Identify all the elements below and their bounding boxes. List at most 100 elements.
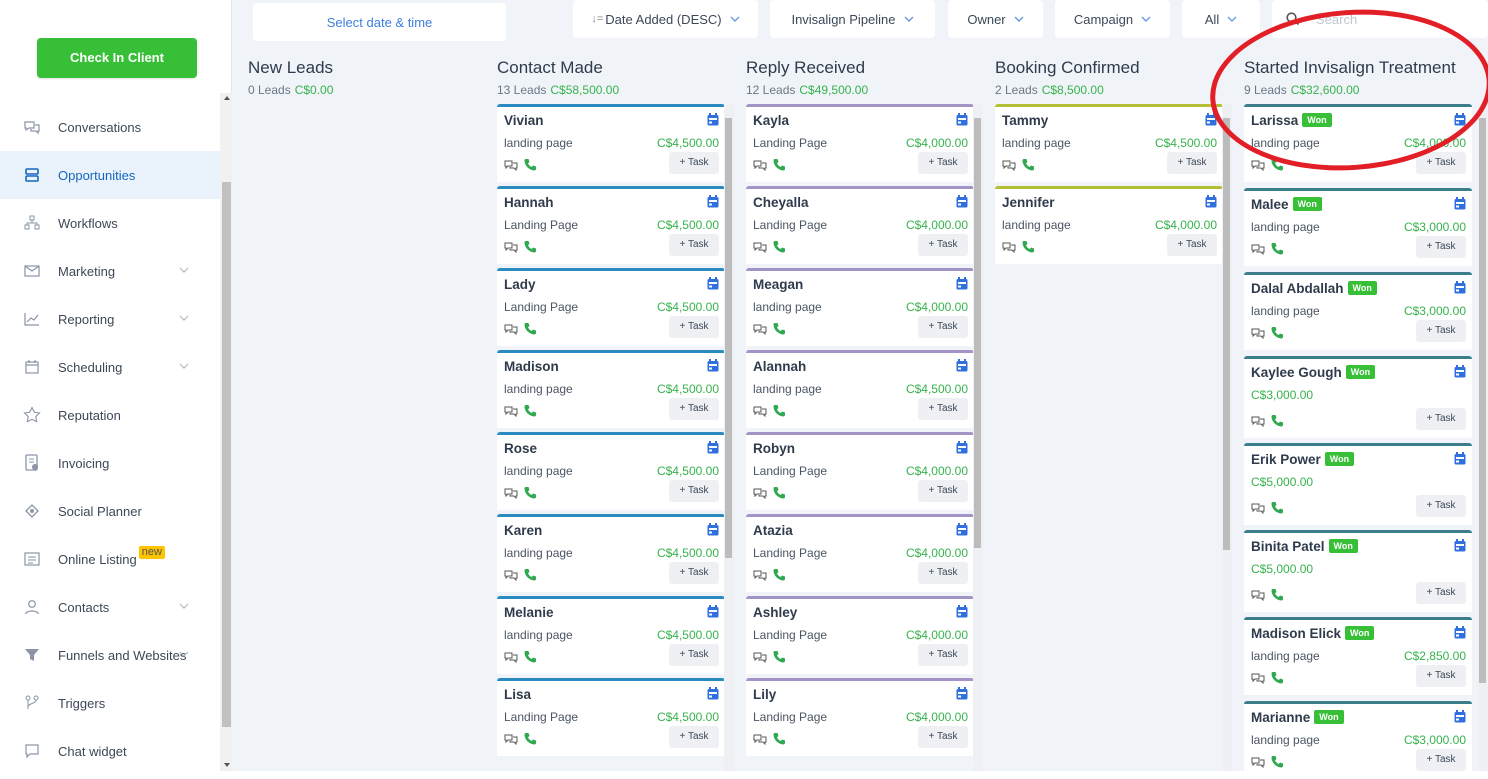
add-task-button[interactable]: + Task [1416,495,1466,517]
search-input[interactable]: Search [1272,0,1488,38]
conversation-icon[interactable] [753,158,767,176]
add-task-button[interactable]: + Task [669,726,719,748]
calendar-icon[interactable] [956,605,968,618]
conversation-icon[interactable] [753,322,767,340]
sidebar-item-contacts[interactable]: Contacts [0,583,220,631]
opportunity-card[interactable]: Robyn Landing Page C$4,000.00 + Task [746,432,974,510]
status-dropdown[interactable]: All [1182,0,1260,38]
calendar-icon[interactable] [1205,195,1217,208]
conversation-icon[interactable] [504,568,518,586]
sidebar-scroll-thumb[interactable] [222,182,231,727]
opportunity-card[interactable]: Karen landing page C$4,500.00 + Task [497,514,725,592]
phone-icon[interactable] [1271,755,1283,773]
opportunity-card[interactable]: Ashley Landing Page C$4,000.00 + Task [746,596,974,674]
phone-icon[interactable] [1271,588,1283,606]
calendar-icon[interactable] [1454,365,1466,378]
opportunity-card[interactable]: Malee Won landing page C$3,000.00 + Task [1244,188,1472,266]
opportunity-card[interactable]: Cheyalla Landing Page C$4,000.00 + Task [746,186,974,264]
add-task-button[interactable]: + Task [918,234,968,256]
phone-icon[interactable] [1271,158,1283,176]
opportunity-card[interactable]: Lisa Landing Page C$4,500.00 + Task [497,678,725,756]
phone-icon[interactable] [773,322,785,340]
phone-icon[interactable] [524,732,536,750]
opportunity-card[interactable]: Kaylee Gough Won C$3,000.00 + Task [1244,356,1472,438]
conversation-icon[interactable] [504,732,518,750]
date-time-picker[interactable]: Select date & time [253,3,506,41]
opportunity-card[interactable]: Kayla Landing Page C$4,000.00 + Task [746,104,974,182]
add-task-button[interactable]: + Task [1416,320,1466,342]
phone-icon[interactable] [773,240,785,258]
phone-icon[interactable] [1271,414,1283,432]
column-scroll-thumb[interactable] [1223,118,1230,550]
sidebar-item-social-planner[interactable]: Social Planner [0,487,220,535]
sidebar-item-conversations[interactable]: Conversations [0,103,220,151]
sidebar-item-reporting[interactable]: Reporting [0,295,220,343]
phone-icon[interactable] [773,486,785,504]
sidebar-item-reputation[interactable]: Reputation [0,391,220,439]
conversation-icon[interactable] [504,650,518,668]
phone-icon[interactable] [1271,501,1283,519]
opportunity-card[interactable]: Rose landing page C$4,500.00 + Task [497,432,725,510]
chevron-down-icon[interactable] [178,360,190,372]
opportunity-card[interactable]: Lady Landing Page C$4,500.00 + Task [497,268,725,346]
chevron-down-icon[interactable] [178,600,190,612]
calendar-icon[interactable] [956,441,968,454]
sidebar-item-triggers[interactable]: Triggers [0,679,220,727]
phone-icon[interactable] [1271,326,1283,344]
conversation-icon[interactable] [504,322,518,340]
calendar-icon[interactable] [1454,281,1466,294]
add-task-button[interactable]: + Task [918,726,968,748]
conversation-icon[interactable] [504,486,518,504]
add-task-button[interactable]: + Task [1416,408,1466,430]
opportunity-card[interactable]: Melanie landing page C$4,500.00 + Task [497,596,725,674]
conversation-icon[interactable] [1251,414,1265,432]
sidebar-item-invoicing[interactable]: Invoicing [0,439,220,487]
conversation-icon[interactable] [1251,755,1265,773]
add-task-button[interactable]: + Task [669,562,719,584]
sidebar-item-chat-widget[interactable]: Chat widget [0,727,220,775]
owner-dropdown[interactable]: Owner [948,0,1043,38]
sidebar-item-online-listing[interactable]: Online Listing new [0,535,220,583]
calendar-icon[interactable] [707,277,719,290]
phone-icon[interactable] [1271,671,1283,689]
calendar-icon[interactable] [707,687,719,700]
conversation-icon[interactable] [753,486,767,504]
opportunity-card[interactable]: Jennifer landing page C$4,000.00 + Task [995,186,1223,264]
conversation-icon[interactable] [1251,326,1265,344]
chevron-down-icon[interactable] [178,264,190,276]
opportunity-card[interactable]: Alannah landing page C$4,500.00 + Task [746,350,974,428]
phone-icon[interactable] [773,650,785,668]
opportunity-card[interactable]: Larissa Won landing page C$4,000.00 + Task [1244,104,1472,182]
add-task-button[interactable]: + Task [1167,152,1217,174]
add-task-button[interactable]: + Task [918,644,968,666]
add-task-button[interactable]: + Task [669,398,719,420]
add-task-button[interactable]: + Task [918,152,968,174]
sidebar-item-scheduling[interactable]: Scheduling [0,343,220,391]
opportunity-card[interactable]: Marianne Won landing page C$3,000.00 + Task [1244,701,1472,779]
add-task-button[interactable]: + Task [1416,749,1466,771]
conversation-icon[interactable] [504,158,518,176]
conversation-icon[interactable] [753,404,767,422]
column-scroll-thumb[interactable] [725,118,732,558]
scroll-down-arrow-icon[interactable] [224,763,230,767]
phone-icon[interactable] [773,732,785,750]
opportunity-card[interactable]: Binita Patel Won C$5,000.00 + Task [1244,530,1472,612]
add-task-button[interactable]: + Task [1416,236,1466,258]
phone-icon[interactable] [524,650,536,668]
opportunity-card[interactable]: Madison Elick Won landing page C$2,850.00 + … [1244,617,1472,695]
calendar-icon[interactable] [1454,626,1466,639]
sidebar-item-marketing[interactable]: Marketing [0,247,220,295]
conversation-icon[interactable] [1251,671,1265,689]
add-task-button[interactable]: + Task [1416,665,1466,687]
calendar-icon[interactable] [956,687,968,700]
phone-icon[interactable] [1271,242,1283,260]
phone-icon[interactable] [524,158,536,176]
phone-icon[interactable] [773,158,785,176]
campaign-dropdown[interactable]: Campaign [1055,0,1170,38]
chevron-down-icon[interactable] [178,648,190,660]
conversation-icon[interactable] [753,240,767,258]
column-scroll-thumb[interactable] [1479,118,1486,683]
calendar-icon[interactable] [1454,539,1466,552]
conversation-icon[interactable] [753,650,767,668]
calendar-icon[interactable] [707,441,719,454]
